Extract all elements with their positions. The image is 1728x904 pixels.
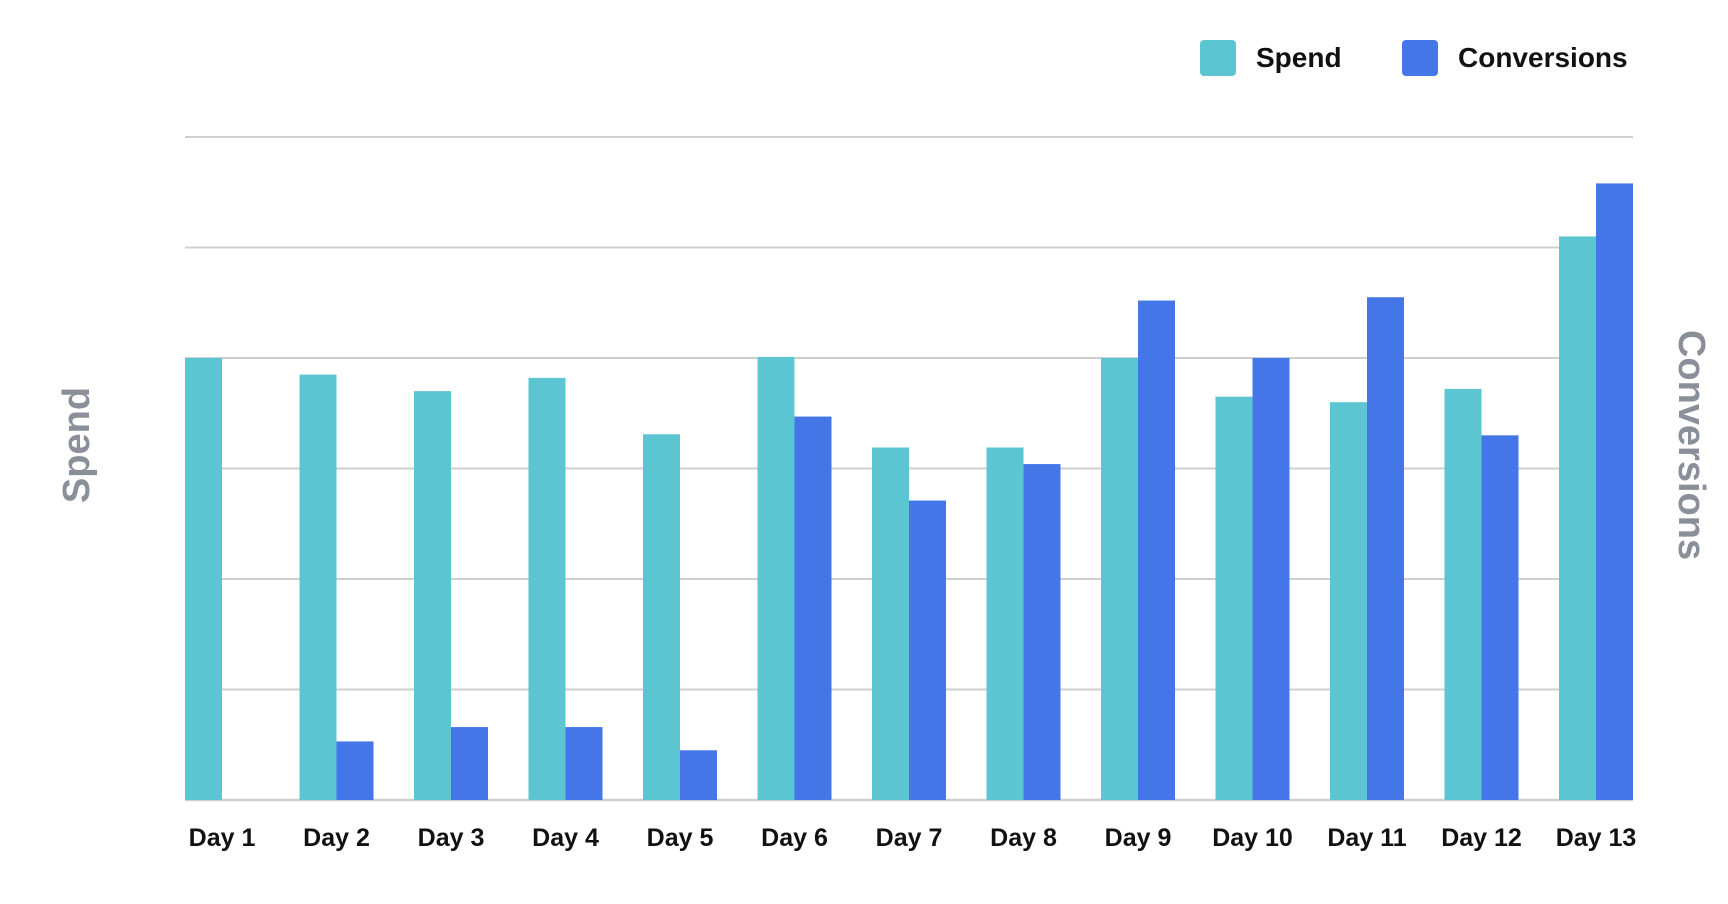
bar-conversions-3[interactable] bbox=[451, 727, 488, 800]
x-tick-label: Day 10 bbox=[1212, 824, 1293, 852]
x-tick-label: Day 13 bbox=[1556, 824, 1637, 852]
bar-spend-8[interactable] bbox=[986, 447, 1024, 800]
bar-conversions-5[interactable] bbox=[680, 750, 717, 800]
x-tick-label: Day 4 bbox=[532, 824, 599, 852]
x-tick-label: Day 8 bbox=[990, 824, 1057, 852]
bar-spend-5[interactable] bbox=[643, 434, 680, 800]
bar-spend-6[interactable] bbox=[757, 356, 795, 800]
y-axis-title-left: Spend bbox=[56, 387, 98, 503]
bar-conversions-10[interactable] bbox=[1252, 358, 1290, 800]
x-tick-label: Day 3 bbox=[418, 824, 485, 852]
bar-spend-7[interactable] bbox=[872, 447, 909, 800]
bar-spend-13[interactable] bbox=[1559, 236, 1596, 800]
bar-spend-2[interactable] bbox=[299, 374, 337, 800]
bar-conversions-9[interactable] bbox=[1138, 300, 1175, 800]
legend-item-conversions[interactable]: Conversions bbox=[1402, 40, 1628, 76]
bar-conversions-13[interactable] bbox=[1596, 183, 1633, 800]
bar-conversions-6[interactable] bbox=[794, 416, 832, 800]
bar-spend-3[interactable] bbox=[414, 391, 451, 800]
x-tick-label: Day 5 bbox=[647, 824, 714, 852]
bar-spend-1[interactable] bbox=[185, 358, 222, 800]
legend-label-conversions: Conversions bbox=[1458, 42, 1628, 73]
x-tick-label: Day 7 bbox=[876, 824, 943, 852]
bar-conversions-7[interactable] bbox=[909, 500, 946, 800]
x-tick-label: Day 6 bbox=[761, 824, 828, 852]
bar-spend-10[interactable] bbox=[1215, 396, 1253, 800]
bar-spend-11[interactable] bbox=[1330, 402, 1367, 800]
x-axis-tick-labels: Day 1 Day 2 Day 3 Day 4 Day 5 Day 6 Day 7 Day 8… bbox=[189, 824, 1637, 852]
bar-spend-9[interactable] bbox=[1101, 358, 1138, 800]
bar-conversions-2[interactable] bbox=[336, 741, 374, 800]
legend-swatch-spend bbox=[1200, 40, 1236, 76]
x-tick-label: Day 12 bbox=[1441, 824, 1522, 852]
bar-conversions-12[interactable] bbox=[1481, 435, 1519, 800]
y-axis-title-right: Conversions bbox=[1670, 330, 1712, 560]
x-tick-label: Day 1 bbox=[189, 824, 256, 852]
legend-swatch-conversions bbox=[1402, 40, 1438, 76]
legend-item-spend[interactable]: Spend bbox=[1200, 40, 1342, 76]
bar-conversions-11[interactable] bbox=[1367, 297, 1404, 800]
bars bbox=[185, 183, 1633, 800]
legend: Spend Conversions bbox=[1200, 40, 1628, 76]
bar-spend-4[interactable] bbox=[528, 377, 566, 800]
x-tick-label: Day 9 bbox=[1105, 824, 1172, 852]
x-tick-label: Day 11 bbox=[1327, 824, 1406, 852]
legend-label-spend: Spend bbox=[1256, 42, 1342, 73]
bar-spend-12[interactable] bbox=[1444, 388, 1482, 800]
bar-conversions-4[interactable] bbox=[565, 727, 603, 800]
x-tick-label: Day 2 bbox=[303, 824, 370, 852]
bar-conversions-8[interactable] bbox=[1023, 464, 1061, 800]
